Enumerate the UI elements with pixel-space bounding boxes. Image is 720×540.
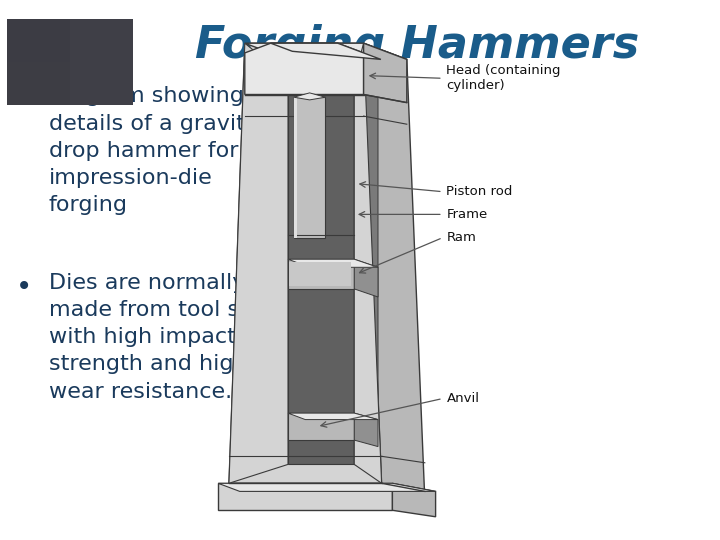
Polygon shape (245, 43, 364, 94)
Polygon shape (364, 43, 407, 103)
Polygon shape (354, 413, 378, 447)
Polygon shape (294, 97, 325, 238)
Polygon shape (245, 43, 407, 59)
Polygon shape (294, 93, 325, 100)
Text: Frame: Frame (446, 208, 487, 221)
Text: Anvil: Anvil (446, 392, 480, 405)
Polygon shape (294, 97, 297, 238)
Polygon shape (229, 43, 288, 483)
Text: Ram: Ram (446, 231, 476, 244)
Text: Diagram showing
details of a gravity
drop hammer for
impression-die
forging: Diagram showing details of a gravity dro… (49, 86, 258, 215)
Polygon shape (288, 259, 378, 267)
Polygon shape (354, 259, 378, 297)
Text: •: • (16, 86, 32, 114)
Polygon shape (288, 413, 354, 440)
Polygon shape (218, 483, 392, 510)
Text: Piston rod: Piston rod (446, 185, 513, 198)
Polygon shape (392, 483, 436, 517)
Polygon shape (288, 413, 378, 420)
Polygon shape (288, 78, 354, 464)
Polygon shape (229, 43, 382, 483)
Text: •: • (16, 273, 32, 301)
Text: Forging Hammers: Forging Hammers (195, 24, 640, 68)
Polygon shape (354, 43, 382, 483)
Polygon shape (364, 43, 425, 500)
Polygon shape (354, 78, 378, 473)
Polygon shape (289, 262, 351, 286)
Polygon shape (271, 43, 381, 59)
Text: Head (containing
cylinder): Head (containing cylinder) (446, 64, 561, 92)
Polygon shape (288, 259, 354, 289)
Polygon shape (218, 483, 436, 491)
Text: Dies are normally
made from tool steel
with high impact
strength and high
wear r: Dies are normally made from tool steel w… (49, 273, 282, 402)
